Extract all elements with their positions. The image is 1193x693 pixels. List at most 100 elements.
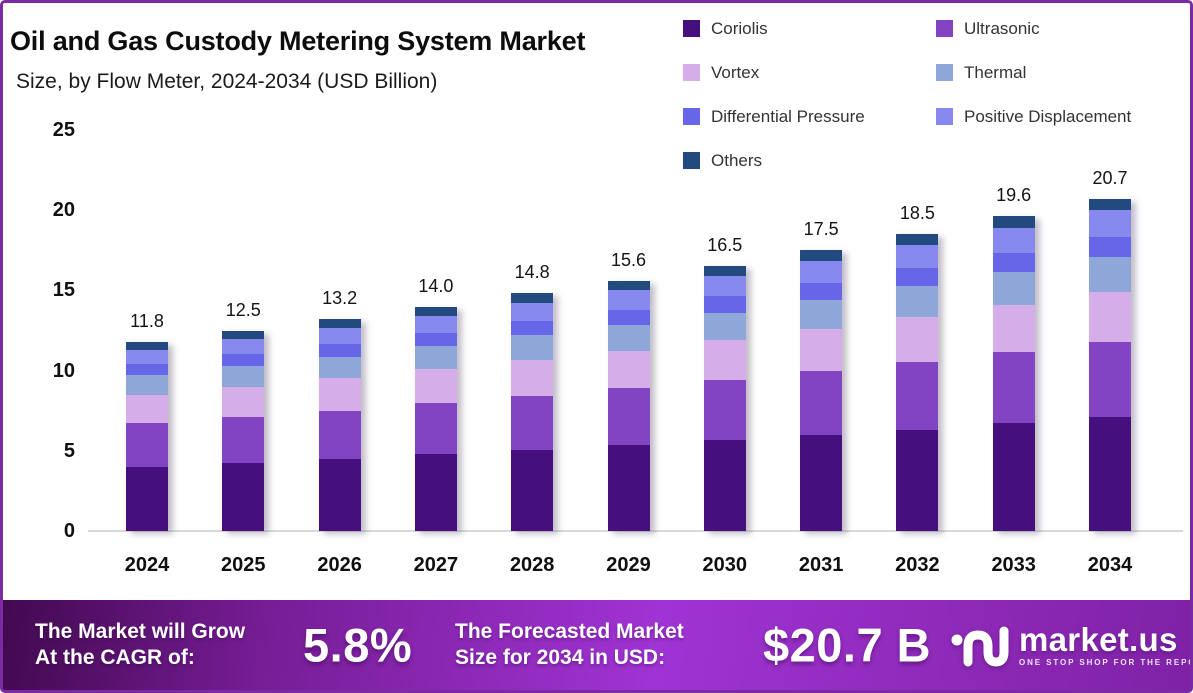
bar-segment-differential-pressure bbox=[126, 364, 168, 376]
bar-segment-others bbox=[703, 266, 746, 276]
bar-segment-coriolis bbox=[896, 429, 939, 531]
bar-segment-thermal bbox=[896, 286, 939, 318]
bar-segment-positive-displacement bbox=[126, 349, 168, 365]
bar-segment-vortex bbox=[414, 369, 457, 404]
bar-segment-vortex bbox=[992, 304, 1035, 352]
bar-segment-ultrasonic bbox=[992, 352, 1035, 424]
legend-label: Vortex bbox=[711, 62, 760, 82]
bar-total-label-2028: 14.8 bbox=[514, 262, 550, 283]
legend-swatch-positive-displacement bbox=[936, 108, 953, 125]
legend-item-vortex: Vortex bbox=[683, 62, 936, 83]
bar-segment-differential-pressure bbox=[896, 268, 939, 287]
bar-2025 bbox=[222, 330, 265, 531]
bar-2027 bbox=[414, 306, 457, 531]
bar-segment-differential-pressure bbox=[703, 296, 746, 313]
bar-segment-vortex bbox=[1089, 292, 1131, 342]
bar-2029 bbox=[607, 280, 650, 531]
legend-swatch-others bbox=[683, 152, 700, 169]
bar-total-label-2026: 13.2 bbox=[322, 288, 358, 309]
y-axis-tick-20: 20 bbox=[52, 199, 75, 221]
bar-2030 bbox=[703, 266, 746, 531]
bar-segment-positive-displacement bbox=[607, 290, 650, 310]
bar-total-label-2027: 14.0 bbox=[418, 275, 454, 296]
legend-item-thermal: Thermal bbox=[936, 62, 1185, 83]
bar-segment-differential-pressure bbox=[222, 354, 265, 367]
bar-segment-others bbox=[511, 293, 554, 303]
x-axis-label-2030: 2030 bbox=[702, 554, 748, 576]
x-axis-label-2026: 2026 bbox=[317, 554, 362, 576]
bar-segment-vortex bbox=[318, 378, 361, 411]
bar-total-label-2034: 20.7 bbox=[1092, 167, 1128, 188]
forecast-label-line2: Size for 2034 in USD: bbox=[455, 646, 666, 669]
bar-segment-others bbox=[222, 330, 265, 339]
x-axis-label-2033: 2033 bbox=[991, 554, 1036, 576]
legend-item-coriolis: Coriolis bbox=[683, 18, 936, 39]
x-axis-label-2029: 2029 bbox=[606, 554, 651, 576]
bar-2028 bbox=[511, 293, 554, 531]
bar-segment-positive-displacement bbox=[414, 315, 457, 333]
legend-label: Ultrasonic bbox=[964, 18, 1040, 38]
bar-total-label-2025: 12.5 bbox=[225, 299, 261, 320]
cagr-label: The Market will Grow At the CAGR of: bbox=[35, 619, 245, 671]
bar-segment-thermal bbox=[126, 375, 168, 395]
bar-segment-coriolis bbox=[703, 440, 746, 531]
marketus-logo[interactable]: market.us ONE STOP SHOP FOR THE REPORTS bbox=[951, 622, 1193, 668]
y-axis-tick-0: 0 bbox=[63, 520, 75, 542]
bar-segment-thermal bbox=[511, 335, 554, 360]
page-title: Oil and Gas Custody Metering System Mark… bbox=[10, 26, 586, 56]
x-axis-label-2025: 2025 bbox=[221, 554, 266, 576]
cagr-label-line2: At the CAGR of: bbox=[35, 646, 195, 669]
bar-segment-positive-displacement bbox=[222, 338, 265, 355]
cagr-label-line1: The Market will Grow bbox=[35, 620, 246, 643]
x-axis-label-2034: 2034 bbox=[1087, 554, 1133, 576]
forecast-label-line1: The Forecasted Market bbox=[455, 620, 684, 643]
bar-segment-differential-pressure bbox=[992, 252, 1035, 272]
bar-segment-ultrasonic bbox=[222, 417, 265, 463]
bar-segment-coriolis bbox=[222, 462, 265, 531]
bar-segment-ultrasonic bbox=[800, 371, 843, 435]
bar-segment-others bbox=[414, 306, 457, 316]
bar-total-label-2029: 15.6 bbox=[610, 249, 647, 270]
bar-2034 bbox=[1089, 198, 1131, 531]
footer-banner: The Market will Grow At the CAGR of: 5.8… bbox=[3, 600, 1193, 690]
bar-segment-positive-displacement bbox=[318, 327, 361, 345]
x-axis-label-2027: 2027 bbox=[413, 554, 459, 576]
legend-item-ultrasonic: Ultrasonic bbox=[936, 18, 1185, 39]
legend-swatch-vortex bbox=[683, 64, 700, 81]
bar-segment-coriolis bbox=[414, 454, 457, 531]
bar-segment-ultrasonic bbox=[414, 403, 457, 455]
bar-segment-thermal bbox=[703, 312, 746, 340]
bar-2033 bbox=[992, 216, 1035, 531]
bar-segment-coriolis bbox=[1089, 416, 1131, 531]
bar-segment-others bbox=[800, 250, 843, 261]
legend-swatch-coriolis bbox=[683, 20, 700, 37]
bar-segment-ultrasonic bbox=[1089, 341, 1131, 417]
cagr-value: 5.8% bbox=[303, 618, 413, 672]
x-axis-label-2031: 2031 bbox=[798, 554, 844, 576]
forecast-value: $20.7 B bbox=[763, 618, 932, 672]
bar-total-label-2032: 18.5 bbox=[899, 203, 935, 224]
bar-segment-differential-pressure bbox=[318, 344, 361, 357]
bar-segment-positive-displacement bbox=[703, 275, 746, 297]
legend-label: Thermal bbox=[964, 62, 1027, 82]
legend-label: Differential Pressure bbox=[711, 106, 865, 126]
legend-label: Coriolis bbox=[711, 18, 768, 38]
bar-segment-differential-pressure bbox=[800, 282, 843, 300]
bar-segment-coriolis bbox=[318, 458, 361, 531]
bar-segment-differential-pressure bbox=[607, 309, 650, 325]
bar-segment-positive-displacement bbox=[511, 302, 554, 322]
bar-segment-ultrasonic bbox=[318, 410, 361, 459]
bar-total-label-2031: 17.5 bbox=[803, 219, 839, 240]
bar-total-label-2024: 11.8 bbox=[130, 310, 164, 331]
y-axis-tick-25: 25 bbox=[52, 118, 75, 141]
bar-segment-vortex bbox=[896, 317, 939, 362]
legend-swatch-thermal bbox=[936, 64, 953, 81]
bar-2032 bbox=[896, 234, 939, 531]
x-axis-label-2024: 2024 bbox=[124, 554, 170, 576]
chart-legend: Coriolis Ultrasonic Vortex Thermal Different… bbox=[683, 18, 1185, 171]
bar-segment-ultrasonic bbox=[511, 395, 554, 450]
bar-segment-vortex bbox=[607, 350, 650, 389]
legend-swatch-differential-pressure bbox=[683, 108, 700, 125]
bar-segment-coriolis bbox=[800, 434, 843, 531]
bar-segment-vortex bbox=[126, 394, 168, 424]
